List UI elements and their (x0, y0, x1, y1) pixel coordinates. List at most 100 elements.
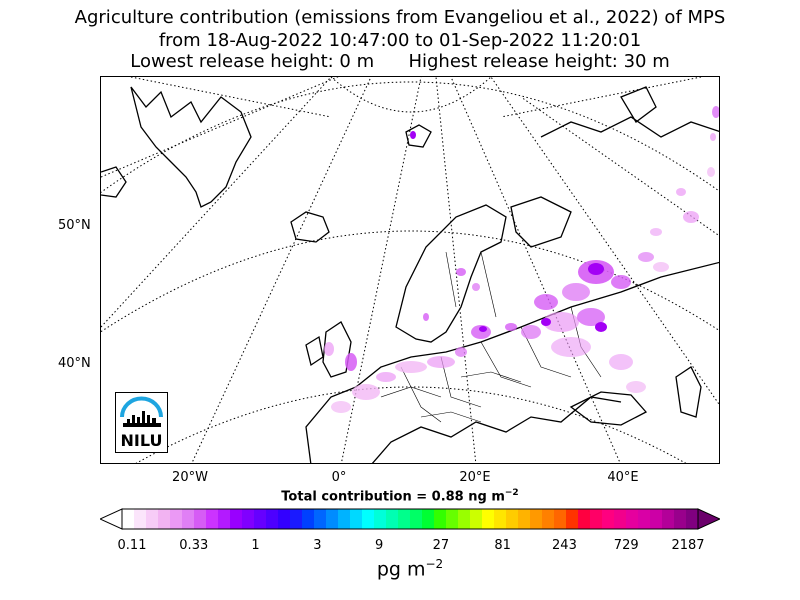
nilu-logo-text: NILU (120, 431, 163, 450)
colorbar-tick-label: 243 (552, 538, 577, 553)
colorbar-tick-label: 81 (494, 538, 511, 553)
colorbar-segment (170, 509, 183, 529)
colorbar-segment (206, 509, 219, 529)
parallel-line (135, 386, 687, 463)
colorbar-segment (602, 509, 615, 529)
colorbar-tick-label: 1 (251, 538, 260, 553)
nilu-logo: NILU (115, 392, 168, 453)
colorbar-segment (662, 509, 675, 529)
colorbar-segment (650, 509, 663, 529)
colorbar-tick-label: 3 (313, 538, 322, 553)
colorbar-segment (482, 509, 495, 529)
colorbar-segment (530, 509, 543, 529)
colorbar-segment (362, 509, 375, 529)
coastline-scandinavia (395, 204, 507, 343)
colorbar-segment (242, 509, 255, 529)
colorbar-segment (626, 509, 639, 529)
lon-label-0: 0° (331, 470, 347, 485)
colorbar-segment (434, 509, 447, 529)
meridian-line (500, 77, 702, 118)
colorbar-segment (554, 509, 567, 529)
emission-plume (324, 106, 719, 413)
colorbar-segment (470, 509, 483, 529)
colorbar-frame (121, 508, 699, 530)
colorbar-segment (278, 509, 291, 529)
total-contribution-text: Total contribution = 0.88 ng m (281, 489, 505, 505)
coastline-novaya-zemlya (620, 86, 657, 123)
meridian-line (191, 77, 372, 463)
coastline-canada (101, 166, 127, 198)
meridian-line (101, 77, 332, 328)
meridian-line (435, 77, 477, 463)
coastline-arctic-russia (540, 116, 719, 138)
country-borders (380, 251, 602, 423)
colorbar-segment (350, 509, 363, 529)
colorbar-segment (590, 509, 603, 529)
colorbar-tick-label: 27 (432, 538, 450, 553)
colorbar-segment (290, 509, 303, 529)
map-panel (100, 76, 720, 464)
total-contribution-exponent: −2 (504, 488, 519, 498)
colorbar-segment (326, 509, 339, 529)
colorbar-segment (338, 509, 351, 529)
coastline-caspian (675, 366, 702, 418)
colorbar-segment (182, 509, 195, 529)
nilu-logo-mark (120, 396, 163, 427)
colorbar-segment (230, 509, 243, 529)
colorbar-segment (506, 509, 519, 529)
colorbar-tick-label: 729 (613, 538, 639, 553)
colorbar-segment (518, 509, 531, 529)
coastline-europe (305, 261, 719, 463)
colorbar-segment (458, 509, 471, 529)
colorbar-segment (410, 509, 423, 529)
lon-label-20e: 20°E (459, 470, 491, 485)
colorbar-tick-label: 0.11 (117, 538, 147, 553)
coastline-svalbard (405, 124, 432, 148)
title-line-1: Agriculture contribution (emissions from… (74, 7, 726, 28)
colorbar-segment (398, 509, 411, 529)
colorbar-segment (494, 509, 507, 529)
lat-label-50n: 50°N (58, 218, 91, 233)
colorbar-segment (374, 509, 387, 529)
colorbar-segment (194, 509, 207, 529)
colorbar-segment (146, 509, 159, 529)
meridian-line (490, 77, 719, 406)
colorbar (100, 508, 720, 530)
lon-label-20w: 20°W (172, 470, 208, 485)
coastline-black-sea (569, 391, 648, 426)
colorbar-segment (674, 509, 687, 529)
colorbar-segment (302, 509, 315, 529)
coastline-ireland (305, 335, 324, 367)
colorbar-segment (686, 509, 699, 529)
title-line-3: Lowest release height: 0 m Highest relea… (130, 51, 670, 72)
colorbar-segment (386, 509, 399, 529)
lat-label-40n: 40°N (58, 356, 91, 371)
meridian-line (450, 77, 621, 463)
colorbar-segment (542, 509, 555, 529)
coastline-greenland (130, 86, 252, 208)
colorbar-segment (578, 509, 591, 529)
colorbar-segment (266, 509, 279, 529)
map-svg (101, 77, 719, 463)
colorbar-segment (638, 509, 651, 529)
coastline-kola (510, 196, 572, 248)
meridian-line (130, 77, 332, 118)
colorbar-segment (446, 509, 459, 529)
colorbar-unit: pg m−2 (0, 557, 800, 580)
colorbar-segment (314, 509, 327, 529)
colorbar-segment (122, 509, 135, 529)
coastline-iceland (290, 211, 330, 243)
colorbar-tick-label: 2187 (671, 538, 705, 553)
colorbar-segment (158, 509, 171, 529)
lon-label-40e: 40°E (607, 470, 639, 485)
colorbar-under-arrow (100, 508, 123, 530)
colorbar-segment (566, 509, 579, 529)
parallel-line (330, 77, 492, 113)
total-contribution: Total contribution = 0.88 ng m−2 (0, 488, 800, 504)
colorbar-unit-exponent: −2 (425, 557, 444, 571)
colorbar-tick-label: 9 (374, 538, 384, 553)
colorbar-segment (422, 509, 435, 529)
meridian-line (101, 77, 339, 178)
colorbar-segment (134, 509, 147, 529)
colorbar-tick-label: 0.33 (179, 538, 209, 553)
